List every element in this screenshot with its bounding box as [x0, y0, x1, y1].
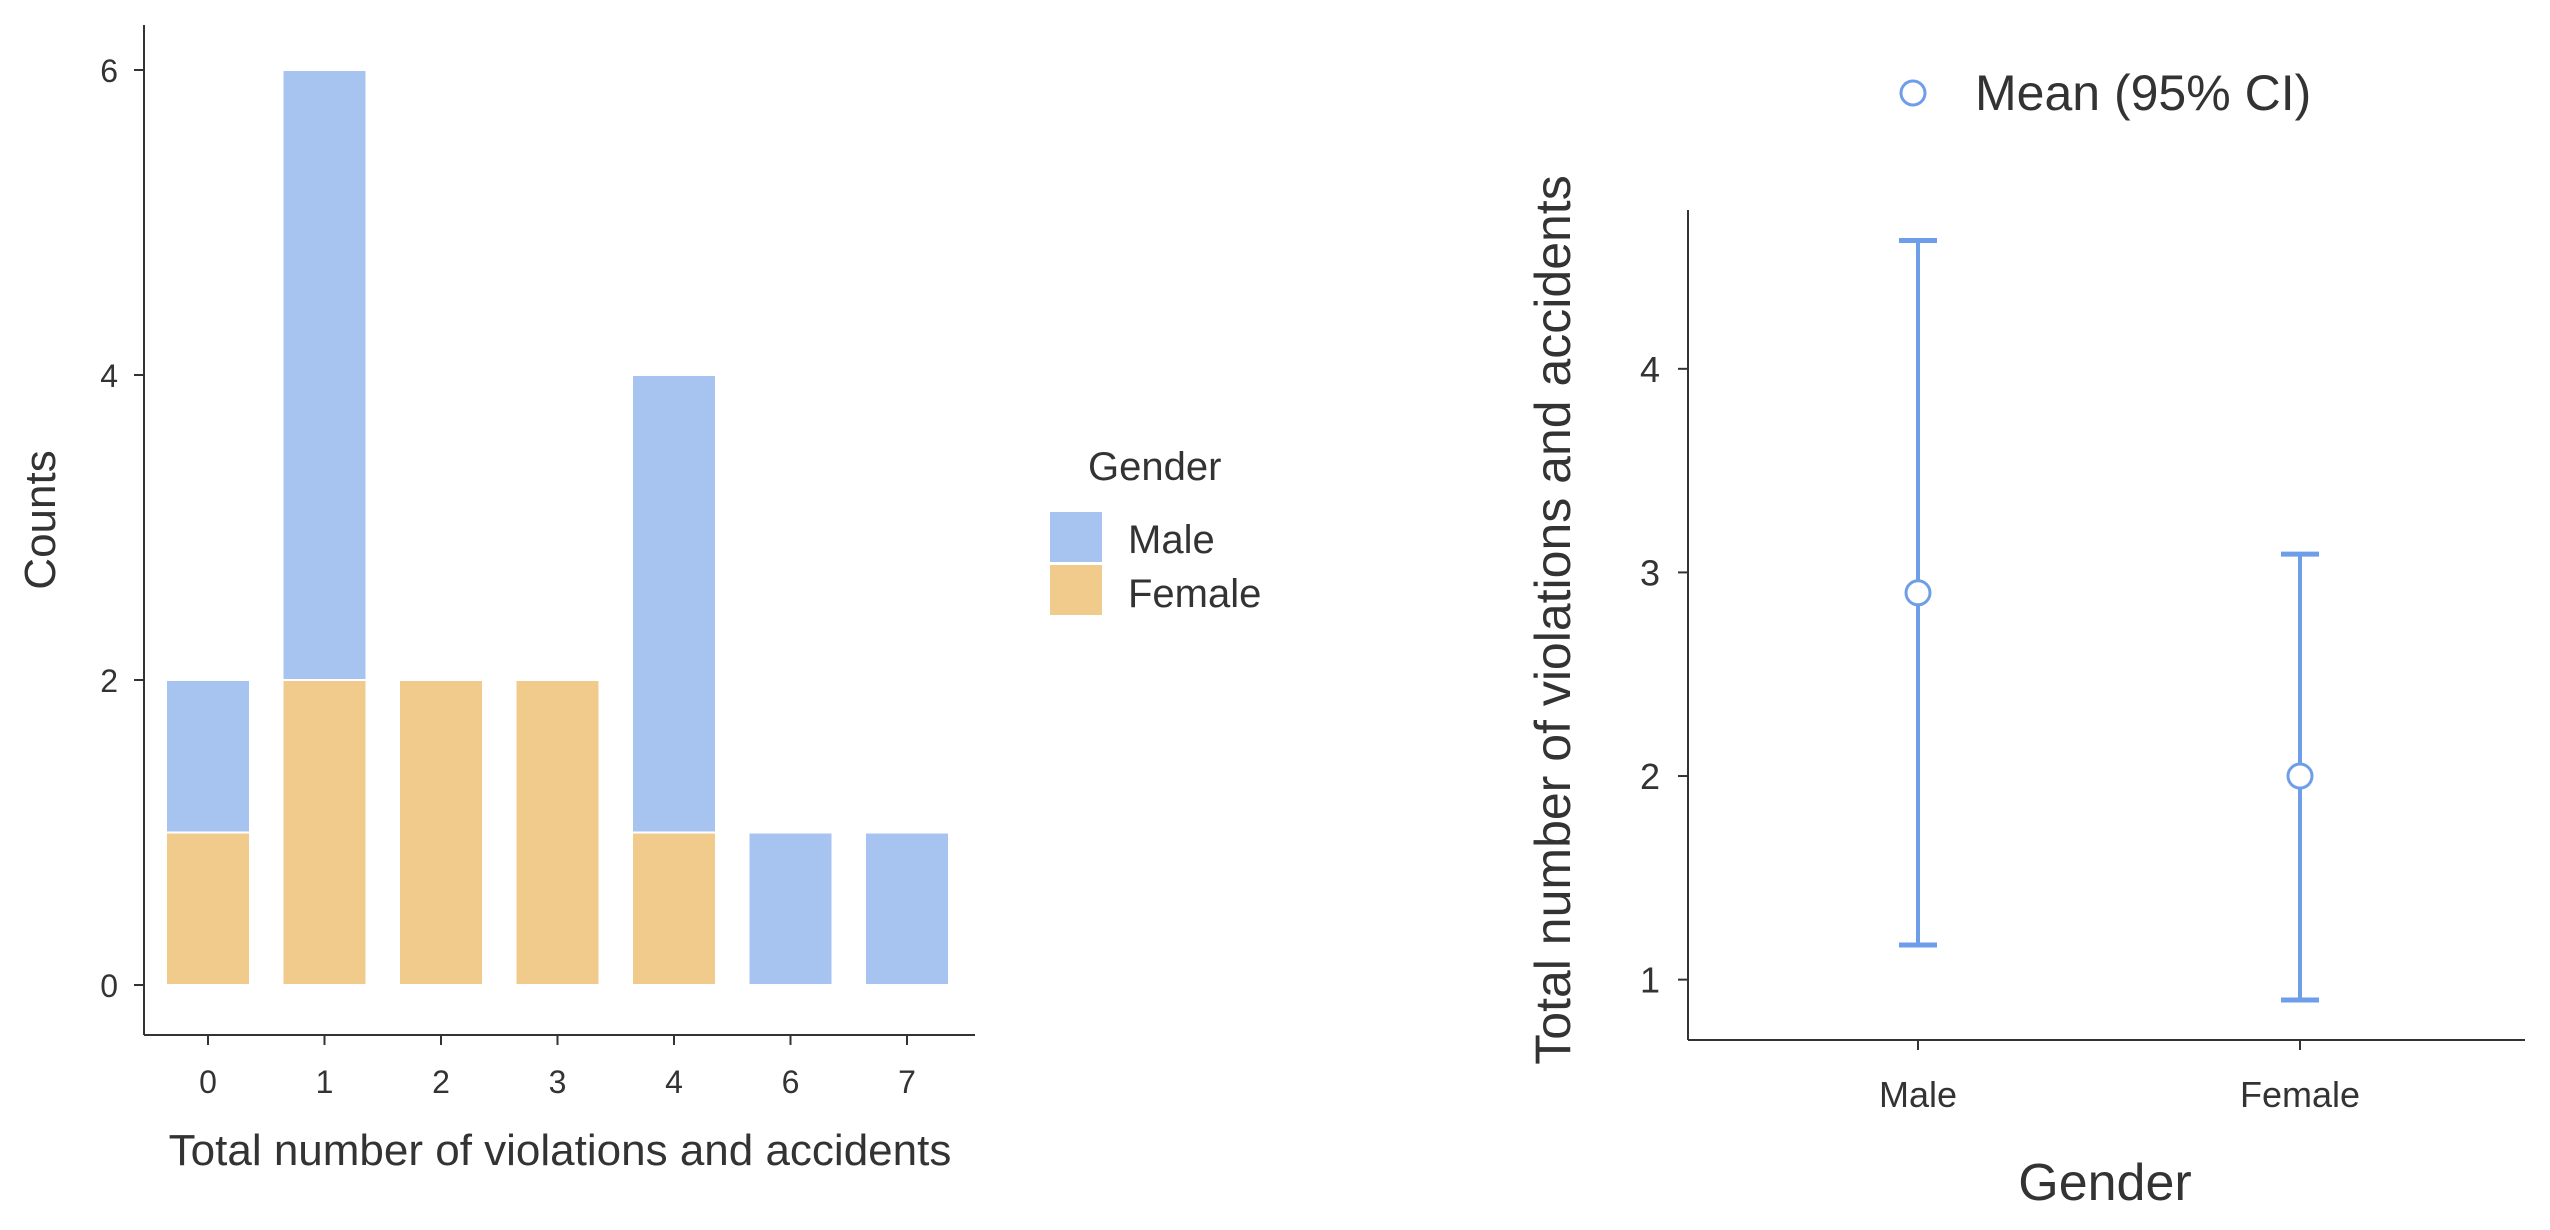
bars-layer — [165, 69, 950, 986]
bar-male-6 — [747, 831, 834, 986]
bar-male-7 — [864, 831, 950, 986]
bar-chart-legend: Gender Male Female — [1050, 445, 1261, 616]
bar-female-0 — [165, 831, 251, 986]
bar-y-tick-label: 0 — [100, 968, 118, 1004]
errorbar-chart-x-ticks: Male Female — [1879, 1040, 2360, 1115]
bar-x-tick-label: 1 — [316, 1064, 334, 1100]
bar-female-4 — [631, 831, 717, 986]
errorbar-chart: Mean (95% CI) 1 2 3 4 Male Female Gender Tot… — [1525, 65, 2525, 1212]
bar-x-tick-label: 7 — [898, 1064, 916, 1100]
bar-chart-y-label: Counts — [16, 450, 65, 589]
bar-x-tick-label: 6 — [782, 1064, 800, 1100]
bar-chart: 0 2 4 6 0 1 2 3 4 6 7 Total number of violations … — [16, 25, 975, 1175]
bar-female-1 — [281, 679, 368, 986]
bar-female-2 — [398, 679, 484, 986]
bar-y-tick-label: 2 — [100, 663, 118, 699]
eb-y-tick-label: 3 — [1640, 552, 1660, 593]
bar-chart-x-ticks: 0 1 2 3 4 6 7 — [199, 1035, 916, 1100]
errorbar-legend: Mean (95% CI) — [1899, 65, 2311, 121]
legend-swatch-female — [1050, 565, 1102, 615]
eb-y-tick-label: 1 — [1640, 960, 1660, 1001]
errorbar-chart-y-label: Total number of violations and accidents — [1525, 175, 1581, 1064]
bar-female-3 — [514, 679, 601, 986]
bar-chart-y-ticks: 0 2 4 6 — [100, 53, 144, 1004]
mean-point-male — [1904, 579, 1932, 607]
bar-x-tick-label: 4 — [665, 1064, 683, 1100]
eb-x-tick-label: Male — [1879, 1074, 1957, 1115]
bar-male-0 — [165, 679, 251, 834]
bar-chart-x-label: Total number of violations and accidents — [169, 1126, 952, 1175]
bar-x-tick-label: 0 — [199, 1064, 217, 1100]
bar-y-tick-label: 4 — [100, 358, 118, 394]
legend-title: Gender — [1088, 445, 1221, 489]
eb-x-tick-label: Female — [2240, 1074, 2360, 1115]
mean-marker-icon — [1899, 79, 1927, 107]
legend-label-male: Male — [1128, 518, 1215, 562]
legend-swatch-male — [1050, 512, 1102, 562]
mean-point-female — [2286, 762, 2314, 790]
bar-y-tick-label: 6 — [100, 53, 118, 89]
eb-y-tick-label: 2 — [1640, 756, 1660, 797]
bar-male-1 — [281, 69, 368, 681]
errorbar-legend-label: Mean (95% CI) — [1975, 65, 2311, 121]
errorbar-chart-x-label: Gender — [2018, 1154, 2191, 1212]
legend-label-female: Female — [1128, 572, 1261, 616]
errorbar-marks — [1899, 238, 2319, 1003]
bar-x-tick-label: 2 — [432, 1064, 450, 1100]
bar-x-tick-label: 3 — [549, 1064, 567, 1100]
bar-male-4 — [631, 374, 717, 834]
eb-y-tick-label: 4 — [1640, 349, 1660, 390]
errorbar-chart-y-ticks: 1 2 3 4 — [1640, 349, 1688, 1001]
